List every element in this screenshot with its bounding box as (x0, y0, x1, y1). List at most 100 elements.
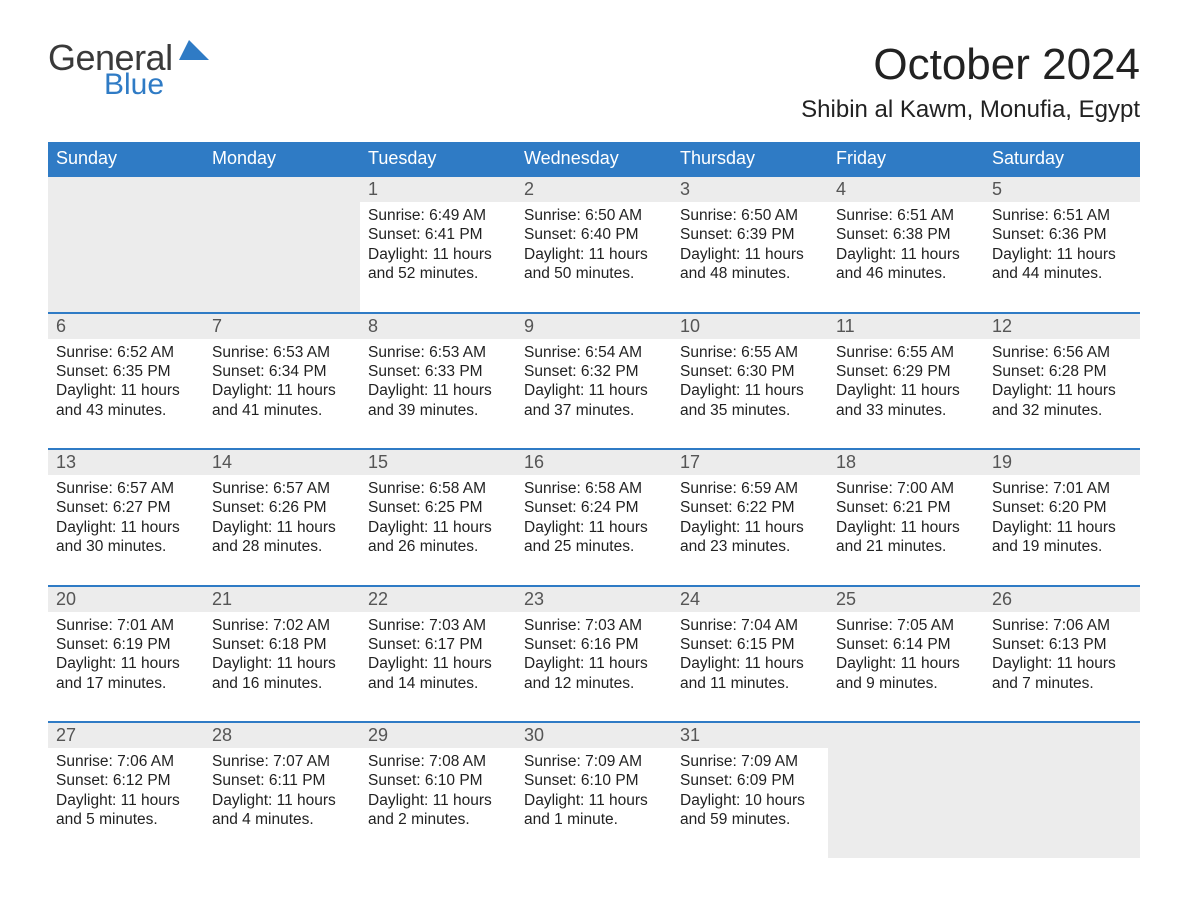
day-body: Sunrise: 6:51 AMSunset: 6:36 PMDaylight:… (984, 202, 1140, 312)
sunrise-text: Sunrise: 6:55 AM (680, 343, 820, 362)
day-number: 9 (516, 314, 672, 339)
daylight-line2: and 52 minutes. (368, 264, 508, 283)
daylight-line1: Daylight: 11 hours (368, 518, 508, 537)
day-number: 14 (204, 450, 360, 475)
daylight-line1: Daylight: 11 hours (56, 518, 196, 537)
sunrise-text: Sunrise: 6:56 AM (992, 343, 1132, 362)
sunset-text: Sunset: 6:18 PM (212, 635, 352, 654)
location: Shibin al Kawm, Monufia, Egypt (801, 96, 1140, 124)
day-number: 31 (672, 723, 828, 748)
day-number: 27 (48, 723, 204, 748)
sunrise-text: Sunrise: 6:57 AM (56, 479, 196, 498)
calendar-day-cell: 29Sunrise: 7:08 AMSunset: 6:10 PMDayligh… (360, 722, 516, 858)
daylight-line2: and 23 minutes. (680, 537, 820, 556)
day-body: Sunrise: 6:55 AMSunset: 6:30 PMDaylight:… (672, 339, 828, 449)
sunrise-text: Sunrise: 6:59 AM (680, 479, 820, 498)
calendar-blank-cell (984, 722, 1140, 858)
sunset-text: Sunset: 6:24 PM (524, 498, 664, 517)
day-number: 4 (828, 177, 984, 202)
day-number: 19 (984, 450, 1140, 475)
day-number: 30 (516, 723, 672, 748)
calendar-day-cell: 19Sunrise: 7:01 AMSunset: 6:20 PMDayligh… (984, 449, 1140, 586)
sunrise-text: Sunrise: 7:06 AM (992, 616, 1132, 635)
daylight-line1: Daylight: 11 hours (992, 381, 1132, 400)
day-body: Sunrise: 7:05 AMSunset: 6:14 PMDaylight:… (828, 612, 984, 722)
day-body: Sunrise: 6:49 AMSunset: 6:41 PMDaylight:… (360, 202, 516, 312)
day-body: Sunrise: 7:06 AMSunset: 6:13 PMDaylight:… (984, 612, 1140, 722)
calendar-day-cell: 15Sunrise: 6:58 AMSunset: 6:25 PMDayligh… (360, 449, 516, 586)
day-number: 5 (984, 177, 1140, 202)
daylight-line1: Daylight: 11 hours (56, 654, 196, 673)
calendar-day-cell: 3Sunrise: 6:50 AMSunset: 6:39 PMDaylight… (672, 176, 828, 313)
calendar-day-cell: 30Sunrise: 7:09 AMSunset: 6:10 PMDayligh… (516, 722, 672, 858)
sunrise-text: Sunrise: 7:01 AM (56, 616, 196, 635)
calendar-day-cell: 12Sunrise: 6:56 AMSunset: 6:28 PMDayligh… (984, 313, 1140, 450)
sunset-text: Sunset: 6:38 PM (836, 225, 976, 244)
daylight-line1: Daylight: 11 hours (836, 518, 976, 537)
sunrise-text: Sunrise: 6:58 AM (524, 479, 664, 498)
day-number: 22 (360, 587, 516, 612)
day-body: Sunrise: 7:01 AMSunset: 6:20 PMDaylight:… (984, 475, 1140, 585)
sunset-text: Sunset: 6:13 PM (992, 635, 1132, 654)
day-number: 26 (984, 587, 1140, 612)
sunrise-text: Sunrise: 7:09 AM (680, 752, 820, 771)
day-number: 2 (516, 177, 672, 202)
sunset-text: Sunset: 6:30 PM (680, 362, 820, 381)
day-body: Sunrise: 6:55 AMSunset: 6:29 PMDaylight:… (828, 339, 984, 449)
daylight-line1: Daylight: 11 hours (56, 791, 196, 810)
calendar-day-cell: 26Sunrise: 7:06 AMSunset: 6:13 PMDayligh… (984, 586, 1140, 723)
day-number: 23 (516, 587, 672, 612)
daylight-line1: Daylight: 11 hours (524, 654, 664, 673)
sunset-text: Sunset: 6:10 PM (368, 771, 508, 790)
daylight-line1: Daylight: 11 hours (212, 518, 352, 537)
calendar-week-row: 13Sunrise: 6:57 AMSunset: 6:27 PMDayligh… (48, 449, 1140, 586)
daylight-line1: Daylight: 11 hours (992, 245, 1132, 264)
daylight-line1: Daylight: 11 hours (992, 518, 1132, 537)
daylight-line1: Daylight: 11 hours (524, 245, 664, 264)
day-body: Sunrise: 7:03 AMSunset: 6:17 PMDaylight:… (360, 612, 516, 722)
day-of-week-row: SundayMondayTuesdayWednesdayThursdayFrid… (48, 142, 1140, 176)
daylight-line1: Daylight: 11 hours (368, 245, 508, 264)
daylight-line2: and 19 minutes. (992, 537, 1132, 556)
sunset-text: Sunset: 6:20 PM (992, 498, 1132, 517)
calendar-blank-cell (48, 176, 204, 313)
daylight-line2: and 5 minutes. (56, 810, 196, 829)
sunset-text: Sunset: 6:11 PM (212, 771, 352, 790)
calendar-day-cell: 25Sunrise: 7:05 AMSunset: 6:14 PMDayligh… (828, 586, 984, 723)
title-block: October 2024 Shibin al Kawm, Monufia, Eg… (801, 40, 1140, 124)
sunrise-text: Sunrise: 7:08 AM (368, 752, 508, 771)
daylight-line1: Daylight: 11 hours (836, 245, 976, 264)
day-number: 21 (204, 587, 360, 612)
daylight-line2: and 41 minutes. (212, 401, 352, 420)
sunrise-text: Sunrise: 6:49 AM (368, 206, 508, 225)
sunrise-text: Sunrise: 7:02 AM (212, 616, 352, 635)
flag-icon (179, 40, 209, 68)
calendar-day-cell: 23Sunrise: 7:03 AMSunset: 6:16 PMDayligh… (516, 586, 672, 723)
day-number: 16 (516, 450, 672, 475)
day-of-week-header: Friday (828, 142, 984, 176)
day-of-week-header: Wednesday (516, 142, 672, 176)
day-body: Sunrise: 6:58 AMSunset: 6:24 PMDaylight:… (516, 475, 672, 585)
sunset-text: Sunset: 6:28 PM (992, 362, 1132, 381)
sunrise-text: Sunrise: 6:50 AM (680, 206, 820, 225)
daylight-line2: and 30 minutes. (56, 537, 196, 556)
day-number: 28 (204, 723, 360, 748)
day-body: Sunrise: 6:57 AMSunset: 6:26 PMDaylight:… (204, 475, 360, 585)
daylight-line1: Daylight: 11 hours (212, 791, 352, 810)
calendar-day-cell: 4Sunrise: 6:51 AMSunset: 6:38 PMDaylight… (828, 176, 984, 313)
sunset-text: Sunset: 6:32 PM (524, 362, 664, 381)
sunset-text: Sunset: 6:39 PM (680, 225, 820, 244)
sunrise-text: Sunrise: 7:04 AM (680, 616, 820, 635)
daylight-line2: and 9 minutes. (836, 674, 976, 693)
sunset-text: Sunset: 6:21 PM (836, 498, 976, 517)
daylight-line1: Daylight: 10 hours (680, 791, 820, 810)
calendar-day-cell: 20Sunrise: 7:01 AMSunset: 6:19 PMDayligh… (48, 586, 204, 723)
daylight-line2: and 21 minutes. (836, 537, 976, 556)
sunset-text: Sunset: 6:22 PM (680, 498, 820, 517)
calendar-blank-cell (828, 722, 984, 858)
daylight-line2: and 59 minutes. (680, 810, 820, 829)
day-body: Sunrise: 7:03 AMSunset: 6:16 PMDaylight:… (516, 612, 672, 722)
calendar-day-cell: 1Sunrise: 6:49 AMSunset: 6:41 PMDaylight… (360, 176, 516, 313)
sunrise-text: Sunrise: 7:01 AM (992, 479, 1132, 498)
daylight-line2: and 16 minutes. (212, 674, 352, 693)
